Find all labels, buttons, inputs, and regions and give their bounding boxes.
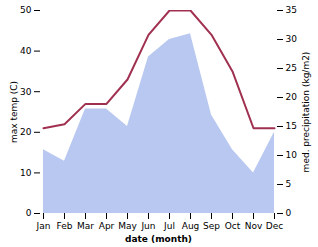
svg-text:10: 10 [286,150,298,160]
svg-text:date (month): date (month) [125,234,192,244]
svg-text:20: 20 [286,92,298,102]
svg-text:Feb: Feb [57,221,73,231]
svg-text:Jun: Jun [140,221,155,231]
svg-text:med. precipitation (kg/m2): med. precipitation (kg/m2) [301,52,311,173]
svg-text:10: 10 [20,168,32,178]
svg-text:Oct: Oct [225,221,241,231]
svg-text:0: 0 [286,208,292,218]
svg-text:15: 15 [286,121,297,131]
svg-text:Apr: Apr [99,221,115,231]
svg-text:Sep: Sep [203,221,220,231]
svg-text:max temp (C): max temp (C) [9,81,19,143]
svg-text:Nov: Nov [245,221,263,231]
svg-text:30: 30 [286,34,298,44]
svg-text:50: 50 [20,5,32,15]
svg-text:Aug: Aug [182,221,200,231]
svg-text:25: 25 [286,63,297,73]
svg-text:20: 20 [20,127,32,137]
svg-text:5: 5 [286,179,292,189]
svg-text:May: May [118,221,137,231]
svg-text:0: 0 [26,208,32,218]
svg-text:30: 30 [20,87,32,97]
svg-text:35: 35 [286,5,297,15]
svg-text:Dec: Dec [266,221,283,231]
svg-text:40: 40 [20,46,32,56]
svg-text:Jul: Jul [163,221,175,231]
svg-text:Jan: Jan [36,221,51,231]
svg-text:Mar: Mar [77,221,94,231]
